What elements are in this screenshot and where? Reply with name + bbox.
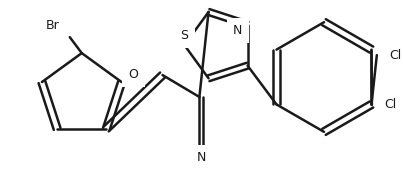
Text: S: S (181, 29, 189, 42)
Text: Br: Br (46, 19, 60, 32)
Text: O: O (129, 68, 139, 81)
Text: Cl: Cl (389, 49, 401, 62)
Text: N: N (197, 151, 206, 164)
Text: Cl: Cl (384, 98, 396, 111)
Text: N: N (233, 24, 242, 37)
